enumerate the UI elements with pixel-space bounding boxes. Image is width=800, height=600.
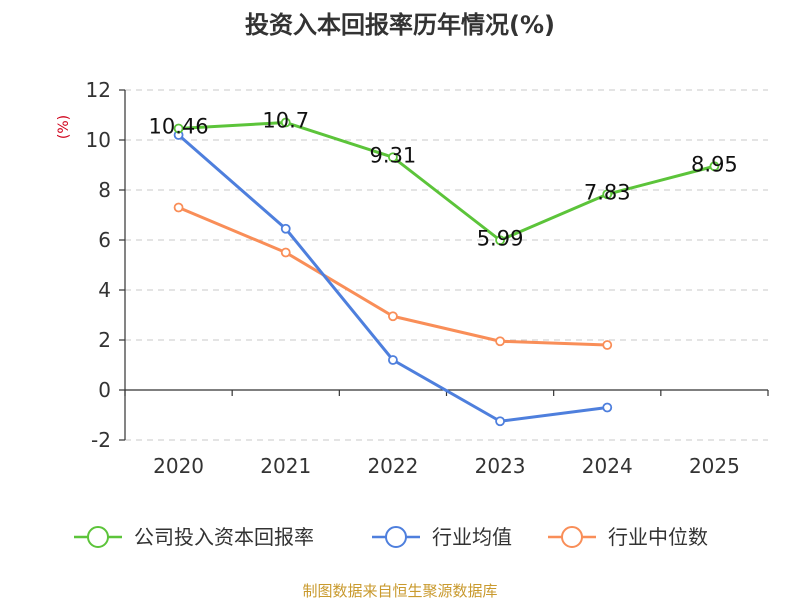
data-point: [280, 223, 291, 234]
series-3: [173, 202, 613, 350]
x-tick-label: 2021: [260, 454, 311, 478]
y-tick-label: 12: [86, 78, 111, 102]
data-point: [602, 340, 613, 350]
axes: -2 0 2 4 6 8 10 12 2020 2021 2022 2023 2024 2025: [86, 78, 769, 478]
series-2: [173, 130, 613, 427]
data-point: [280, 117, 291, 128]
data-point: [173, 123, 184, 134]
legend-item[interactable]: 行业中位数: [548, 525, 708, 549]
data-label: 7.83: [584, 180, 631, 204]
data-labels: 10.46 10.7 9.31 5.99 7.83 8.95: [149, 109, 738, 251]
data-point: [709, 161, 720, 172]
legend-marker: [561, 526, 583, 548]
y-tick-label: 0: [98, 378, 111, 402]
data-point: [602, 402, 613, 413]
data-label: 10.46: [149, 115, 209, 139]
y-tick-label: 2: [98, 328, 111, 352]
data-label: 10.7: [262, 109, 309, 133]
x-tick-label: 2020: [153, 454, 204, 478]
data-point: [280, 247, 291, 258]
series-layer: [173, 117, 720, 427]
data-label: 9.31: [370, 143, 417, 167]
series-1: [173, 117, 720, 246]
y-tick-label: 4: [98, 278, 111, 302]
data-label: 8.95: [691, 152, 738, 176]
data-point: [495, 416, 505, 427]
legend-label: 行业中位数: [608, 525, 708, 549]
y-tick-label: 6: [98, 228, 111, 252]
series-line: [177, 133, 609, 423]
legend-marker: [385, 526, 407, 548]
y-tick-label: -2: [91, 428, 111, 452]
y-tick-label: 10: [86, 128, 111, 152]
data-point: [495, 235, 505, 246]
chart-title: 投资入本回报率历年情况(%): [245, 11, 555, 39]
legend-label: 公司投入资本回报率: [134, 525, 314, 549]
data-point: [388, 311, 398, 322]
grid: [125, 89, 768, 441]
data-point: [173, 202, 184, 213]
data-point: [495, 336, 505, 347]
legend-label: 行业均值: [432, 525, 512, 549]
legend: 公司投入资本回报率 行业均值 行业中位数: [74, 525, 708, 549]
legend-item[interactable]: 行业均值: [372, 525, 512, 549]
x-tick-label: 2024: [582, 454, 633, 478]
data-point: [388, 355, 398, 365]
y-tick-label: 8: [98, 178, 111, 202]
data-label: 5.99: [477, 226, 524, 250]
data-point: [602, 189, 613, 200]
legend-item[interactable]: 公司投入资本回报率: [74, 525, 314, 549]
legend-marker: [87, 526, 109, 548]
x-tick-label: 2025: [689, 454, 740, 478]
series-line: [177, 206, 609, 347]
y-axis-label: (%): [56, 115, 72, 139]
source-note: 制图数据来自恒生聚源数据库: [302, 582, 497, 600]
x-tick-label: 2023: [475, 454, 526, 478]
data-point: [388, 152, 398, 163]
series-line: [177, 121, 716, 242]
x-tick-label: 2022: [367, 454, 418, 478]
